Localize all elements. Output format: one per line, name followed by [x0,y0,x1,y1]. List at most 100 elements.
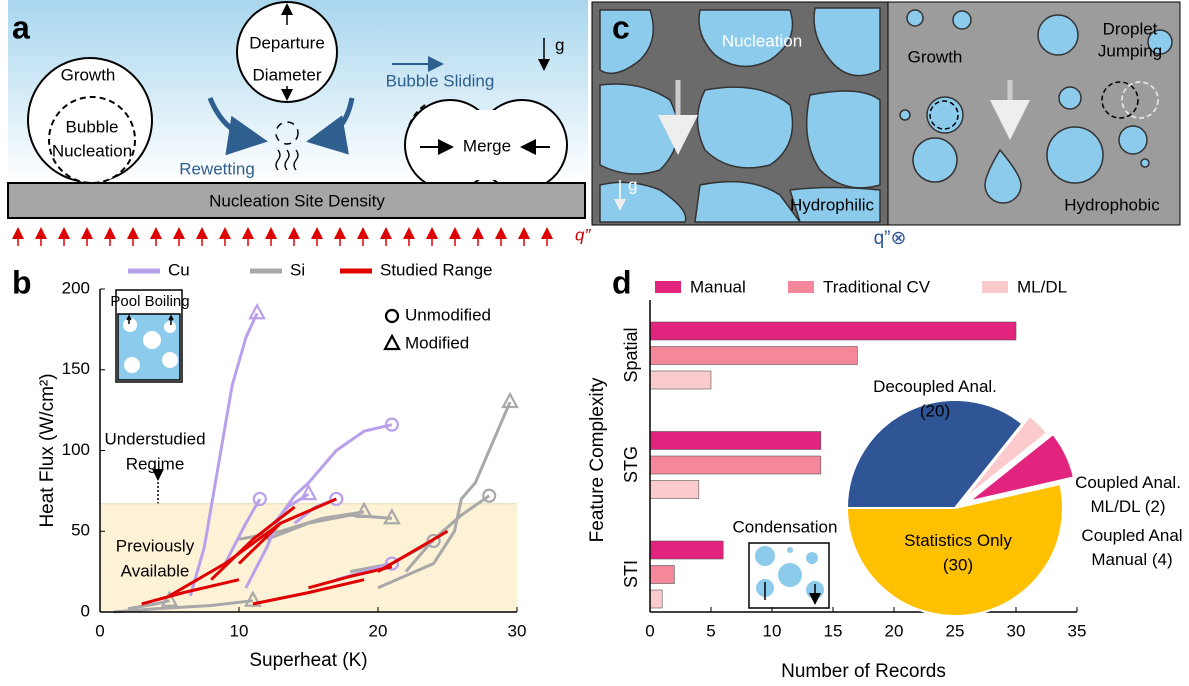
x-tick-label: 10 [230,621,249,640]
curve [223,498,262,565]
label: Hydrophilic [790,195,875,214]
x-tick-label: 20 [885,621,904,640]
bar [649,321,1017,341]
marker [384,308,400,324]
panel-label: d [612,264,632,300]
x-tick-label: 30 [1007,621,1026,640]
nucleation-bubble [48,96,136,184]
annotation: Previously [116,536,195,555]
label: g [555,35,564,54]
legend-swatch [982,281,1008,293]
y-tick-label: 150 [62,359,90,378]
y-tick-label: STI [621,560,641,588]
x-tick-label: 20 [369,621,388,640]
merge-neck [470,110,502,180]
pool-boiling-inset [115,289,183,383]
pie-label: Statistics Only [904,531,1012,550]
bar [649,480,700,499]
legend-label: Si [290,260,305,279]
panel-label: a [12,9,30,45]
marker [252,491,267,507]
surface [7,182,586,219]
curve [141,578,240,606]
panel-a: a Growth Bubble Nucleation Departure Dia… [7,0,591,246]
x-tick-label: 5 [706,621,715,640]
curve [168,521,282,598]
label: Nucleation Site Density [209,191,385,210]
label: q”⊗ [874,228,907,249]
pie-value-label: (20) [920,401,950,420]
label: Droplet [1103,19,1158,38]
label: g [628,175,637,194]
x-tick-label: 15 [824,621,843,640]
y-tick-label: STG [621,446,641,483]
annotation: Regime [126,454,185,473]
curve [266,513,393,541]
curve [210,505,296,581]
legend-swatch [655,281,681,293]
waves [275,149,299,171]
marker [248,302,266,320]
x-tick-label: 30 [508,621,527,640]
marker [160,590,179,607]
marker [501,391,519,409]
curve [252,578,365,606]
x-tick-label: 25 [946,621,965,640]
pie-label: ML/DL (2) [1091,497,1166,516]
pie-slice [845,399,1024,509]
curve [404,494,491,573]
legend-label: Manual [690,277,746,296]
legend-swatch [788,281,814,293]
annotation: Understudied [104,429,205,448]
y-tick-label: 100 [62,440,90,459]
bar [649,540,724,560]
annotation: Pool Boiling [110,293,189,310]
bar [649,431,822,450]
label: Growth [908,47,963,66]
bar [649,346,858,365]
inset-label: Condensation [733,517,838,536]
heat-arrows [12,227,553,246]
marker [329,491,344,507]
cycle [275,121,299,145]
legend-label: Unmodified [405,305,491,324]
curve [113,599,254,614]
marker [299,483,318,501]
panel-label: c [612,9,630,45]
label: Nucleation [722,31,802,50]
curve [377,529,449,573]
pie-label-text: Decoupled Anal. [873,377,997,396]
bar [649,455,822,475]
marker [244,590,262,607]
pie-value-label: (30) [943,555,973,574]
curve [188,312,259,597]
pie-value-label: (2) [1145,497,1166,516]
label: q” [575,225,591,244]
pie-label-text: Coupled Anal [1081,526,1182,545]
pie-slice [961,414,1049,502]
marker [426,533,441,549]
pie-label: Decoupled Anal. [873,377,997,396]
curve [244,423,393,589]
label: Departure [249,33,325,52]
marker [384,556,399,571]
bar [649,370,712,390]
marker [383,508,401,525]
marker [482,488,497,503]
legend-label: Cu [168,260,190,279]
label: Diameter [253,65,322,84]
x-tick-label: 10 [763,621,782,640]
pie-label-text: Manual [1091,550,1147,569]
pie-label: Coupled Anal. [1075,473,1181,492]
marker [383,333,401,351]
marker [384,417,399,432]
rewet-arrow [207,97,268,156]
growth-outline [929,100,959,130]
label: Growth [61,65,116,84]
y-tick-label: 0 [81,601,90,620]
pie-label-text: Statistics Only [904,531,1012,550]
pie-label-text: ML/DL [1091,497,1141,516]
y-axis-label: Heat Flux (W/cm²) [37,373,58,527]
